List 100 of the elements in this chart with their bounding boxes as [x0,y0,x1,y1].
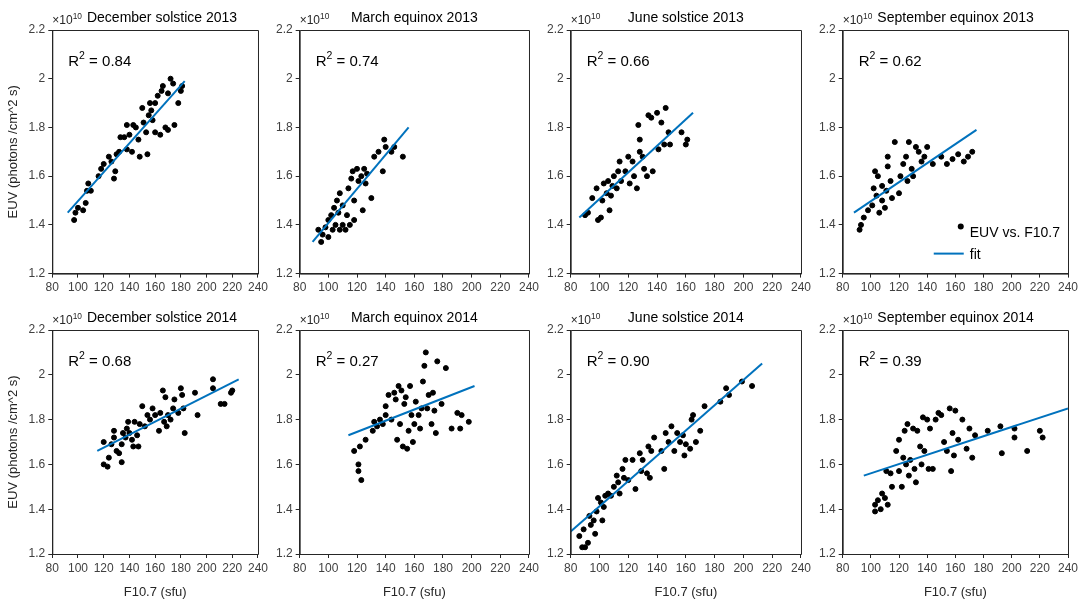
x-tick-label: 220 [762,280,783,295]
x-tick-label: 200 [733,560,754,575]
x-tick-label: 100 [318,280,339,295]
y-tick-label: 2 [38,71,46,86]
x-tick-label: 180 [432,560,454,575]
x-tick-label: 140 [647,280,668,295]
y-tick-label: 1.4 [28,501,46,516]
x-tick-label: 160 [675,560,697,575]
x-tick-label: 160 [145,280,166,295]
y-tick-label: 1.8 [546,411,564,426]
y-tick-label: 1.6 [275,456,293,471]
y-tick-label: 2 [828,367,836,382]
y-tick-label: 1.6 [818,168,836,183]
x-tick-label: 120 [889,280,910,295]
y-axis-title: EUV (photons /cm^2 s) [5,85,21,219]
x-tick-label: 80 [45,280,60,295]
y-tick-label: 2.2 [546,322,564,337]
x-tick-label: 200 [196,560,217,575]
chart-title: March equinox 2014 [350,309,478,325]
x-tick-label: 80 [45,560,60,575]
y-tick-label: 1.6 [818,456,836,471]
x-tick-label: 80 [293,560,307,575]
y-tick-label: 1.8 [28,411,46,426]
x-tick-label: 240 [518,280,540,295]
y-tick-label: 1.8 [28,119,46,134]
x-tick-label: 80 [564,560,578,575]
x-tick-label: 160 [675,280,697,295]
y-axis-title: EUV (photons /cm^2 s) [5,375,21,509]
x-tick-label: 220 [222,280,243,295]
x-tick-label: 100 [67,280,89,295]
x-tick-label: 200 [461,280,482,295]
y-tick-label: 1.6 [546,168,564,183]
x-tick-label: 160 [404,280,425,295]
x-tick-label: 80 [836,280,850,295]
x-tick-label: 220 [1029,560,1051,575]
x-tick-label: 160 [945,560,966,575]
x-tick-label: 220 [490,560,511,575]
x-axis-title: F10.7 (sfu) [654,583,718,599]
y-tick-label: 1.6 [546,456,564,471]
legend-label: fit [969,245,981,262]
x-tick-label: 180 [973,280,994,295]
x-axis-title: F10.7 (sfu) [382,583,446,599]
y-tick-label: 2.2 [28,22,46,37]
y-tick-label: 2.2 [818,322,836,337]
y-tick-label: 2 [828,71,836,86]
y-tick-label: 1.6 [28,168,46,183]
y-tick-label: 1.8 [275,119,293,134]
y-tick-label: 2 [285,367,293,382]
x-tick-label: 100 [860,280,882,295]
y-tick-label: 2.2 [275,322,293,337]
x-tick-label: 220 [222,560,243,575]
y-tick-label: 1.2 [818,265,836,280]
y-tick-label: 1.6 [28,456,46,471]
x-tick-label: 220 [762,560,783,575]
y-tick-label: 1.2 [275,546,293,561]
y-tick-label: 1.8 [818,411,836,426]
y-tick-label: 1.2 [818,546,836,561]
x-tick-label: 200 [196,280,217,295]
x-tick-label: 160 [404,560,425,575]
x-tick-label: 200 [461,560,482,575]
y-tick-label: 1.2 [546,265,564,280]
y-tick-label: 2 [38,367,46,382]
y-tick-label: 1.6 [275,168,293,183]
x-tick-label: 180 [170,560,192,575]
x-tick-label: 240 [247,560,269,575]
y-tick-label: 2 [285,71,293,86]
y-tick-label: 1.2 [275,265,293,280]
x-tick-label: 140 [119,280,140,295]
x-tick-label: 200 [1001,560,1022,575]
x-tick-label: 120 [618,280,639,295]
x-tick-label: 200 [1001,280,1022,295]
x-tick-label: 100 [318,560,339,575]
x-tick-label: 120 [93,560,115,575]
chart-title: June solstice 2014 [627,309,745,325]
x-tick-label: 80 [293,280,307,295]
x-tick-label: 120 [618,560,639,575]
x-tick-label: 240 [1057,280,1079,295]
x-tick-label: 140 [917,560,938,575]
y-tick-label: 1.8 [546,119,564,134]
x-tick-label: 140 [375,280,396,295]
y-tick-label: 2.2 [546,22,564,37]
x-tick-label: 200 [733,280,754,295]
y-tick-label: 1.4 [275,217,293,232]
y-tick-label: 1.4 [546,501,564,516]
y-tick-label: 2.2 [818,22,836,37]
x-tick-label: 140 [917,280,938,295]
x-tick-label: 180 [432,280,454,295]
y-tick-label: 1.4 [28,217,46,232]
x-axis-title: F10.7 (sfu) [123,583,187,599]
chart-title: June solstice 2013 [627,9,745,25]
x-tick-label: 180 [973,560,994,575]
x-tick-label: 120 [346,560,368,575]
y-tick-label: 1.4 [818,217,836,232]
x-tick-label: 140 [647,560,668,575]
x-tick-label: 160 [145,560,166,575]
y-tick-label: 1.4 [275,501,293,516]
chart-title: March equinox 2013 [350,9,478,25]
x-tick-label: 80 [564,280,578,295]
chart-title: September equinox 2013 [877,9,1035,25]
legend-label: EUV vs. F10.7 [969,223,1061,240]
